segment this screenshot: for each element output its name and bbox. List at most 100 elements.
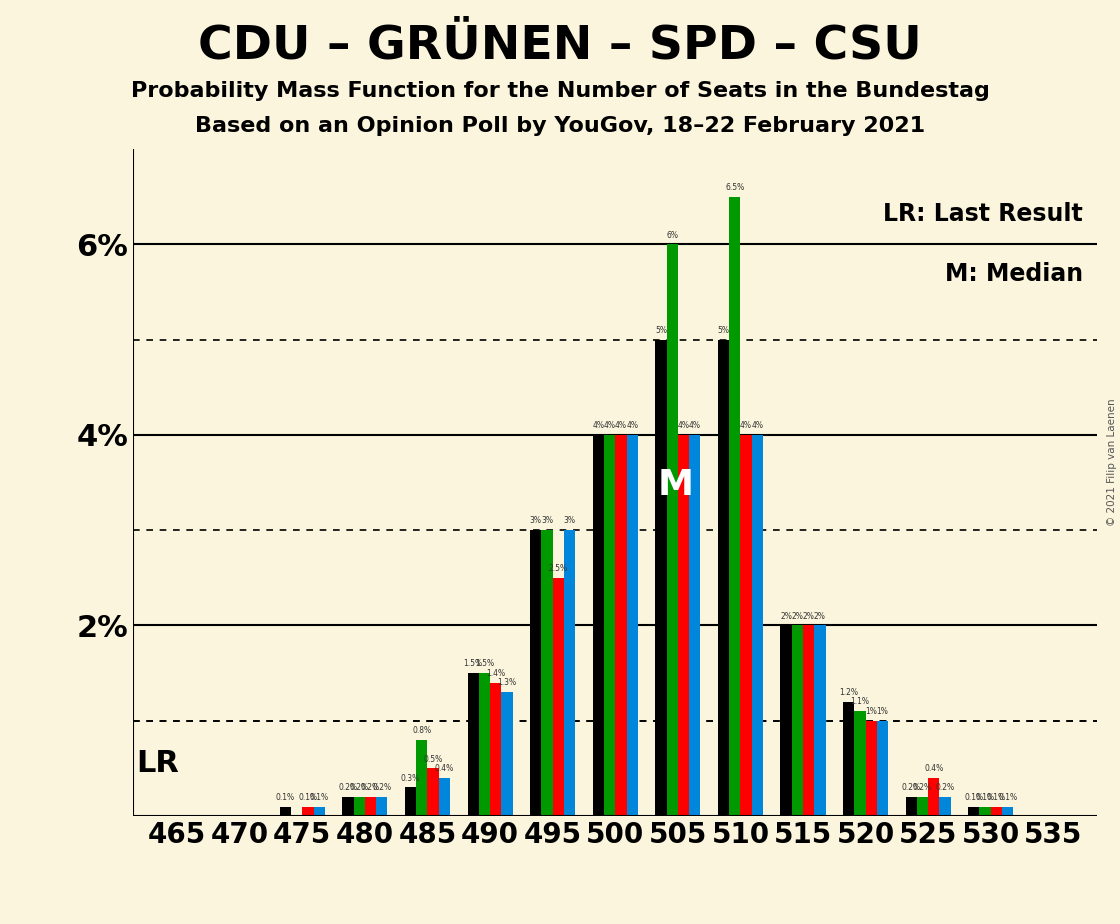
- Text: 0.1%: 0.1%: [309, 793, 329, 802]
- Bar: [906, 797, 917, 816]
- Bar: [417, 740, 428, 816]
- Bar: [405, 787, 417, 816]
- Bar: [781, 626, 792, 816]
- Text: 4%: 4%: [604, 421, 616, 430]
- Text: 0.2%: 0.2%: [361, 784, 380, 792]
- Text: 6.5%: 6.5%: [725, 183, 745, 192]
- Text: 4%: 4%: [592, 421, 605, 430]
- Bar: [666, 244, 678, 816]
- Bar: [729, 197, 740, 816]
- Text: 0.3%: 0.3%: [401, 773, 420, 783]
- Bar: [655, 340, 666, 816]
- Text: 1.1%: 1.1%: [850, 698, 869, 707]
- Text: LR: LR: [136, 749, 179, 778]
- Bar: [689, 435, 700, 816]
- Bar: [491, 683, 502, 816]
- Bar: [439, 778, 450, 816]
- Text: 4%: 4%: [678, 421, 690, 430]
- Bar: [343, 797, 354, 816]
- Text: 0.1%: 0.1%: [276, 793, 295, 802]
- Text: 1.5%: 1.5%: [464, 660, 483, 668]
- Text: 2%: 2%: [803, 612, 814, 621]
- Bar: [917, 797, 928, 816]
- Bar: [530, 530, 541, 816]
- Bar: [803, 626, 814, 816]
- Text: 1.2%: 1.2%: [839, 688, 858, 697]
- Text: 1.5%: 1.5%: [475, 660, 494, 668]
- Bar: [1002, 807, 1014, 816]
- Bar: [354, 797, 365, 816]
- Bar: [552, 578, 564, 816]
- Text: 0.5%: 0.5%: [423, 755, 442, 763]
- Text: 0.2%: 0.2%: [913, 784, 932, 792]
- Text: 4%: 4%: [752, 421, 764, 430]
- Bar: [928, 778, 940, 816]
- Bar: [302, 807, 314, 816]
- Bar: [940, 797, 951, 816]
- Text: 0.2%: 0.2%: [902, 784, 921, 792]
- Bar: [980, 807, 991, 816]
- Bar: [376, 797, 388, 816]
- Bar: [855, 711, 866, 816]
- Text: 0.1%: 0.1%: [976, 793, 995, 802]
- Bar: [564, 530, 576, 816]
- Text: 2.5%: 2.5%: [549, 564, 568, 573]
- Text: 0.1%: 0.1%: [998, 793, 1017, 802]
- Text: 5%: 5%: [718, 326, 729, 334]
- Bar: [718, 340, 729, 816]
- Text: 5%: 5%: [655, 326, 666, 334]
- Text: 1%: 1%: [877, 707, 888, 716]
- Text: 0.4%: 0.4%: [924, 764, 943, 773]
- Bar: [814, 626, 825, 816]
- Text: 0.2%: 0.2%: [349, 784, 368, 792]
- Bar: [740, 435, 752, 816]
- Bar: [626, 435, 637, 816]
- Text: 3%: 3%: [563, 517, 576, 526]
- Text: © 2021 Filip van Laenen: © 2021 Filip van Laenen: [1108, 398, 1117, 526]
- Text: Probability Mass Function for the Number of Seats in the Bundestag: Probability Mass Function for the Number…: [131, 81, 989, 102]
- Text: 1.4%: 1.4%: [486, 669, 505, 678]
- Bar: [502, 692, 513, 816]
- Bar: [479, 673, 491, 816]
- Text: 0.4%: 0.4%: [435, 764, 454, 773]
- Bar: [467, 673, 479, 816]
- Bar: [604, 435, 615, 816]
- Text: 0.2%: 0.2%: [935, 784, 954, 792]
- Text: 1%: 1%: [866, 707, 877, 716]
- Text: 0.1%: 0.1%: [987, 793, 1006, 802]
- Text: 0.2%: 0.2%: [372, 784, 391, 792]
- Text: 4%: 4%: [615, 421, 627, 430]
- Bar: [678, 435, 689, 816]
- Text: 6%: 6%: [666, 230, 679, 239]
- Text: 2%: 2%: [781, 612, 792, 621]
- Text: LR: Last Result: LR: Last Result: [883, 202, 1083, 226]
- Text: 0.1%: 0.1%: [298, 793, 317, 802]
- Bar: [615, 435, 626, 816]
- Bar: [592, 435, 604, 816]
- Text: 0.8%: 0.8%: [412, 726, 431, 736]
- Bar: [866, 721, 877, 816]
- Bar: [280, 807, 291, 816]
- Text: 0.1%: 0.1%: [964, 793, 983, 802]
- Text: 3%: 3%: [530, 517, 542, 526]
- Text: 4%: 4%: [626, 421, 638, 430]
- Text: 2%: 2%: [814, 612, 825, 621]
- Text: 2%: 2%: [792, 612, 803, 621]
- Bar: [877, 721, 888, 816]
- Text: M: Median: M: Median: [944, 262, 1083, 286]
- Text: 4%: 4%: [740, 421, 752, 430]
- Text: 4%: 4%: [689, 421, 701, 430]
- Text: 0.2%: 0.2%: [338, 784, 357, 792]
- Bar: [541, 530, 552, 816]
- Text: 3%: 3%: [541, 517, 553, 526]
- Bar: [991, 807, 1002, 816]
- Bar: [968, 807, 980, 816]
- Text: 1.3%: 1.3%: [497, 678, 516, 687]
- Bar: [365, 797, 376, 816]
- Bar: [792, 626, 803, 816]
- Text: M: M: [657, 468, 693, 502]
- Text: Based on an Opinion Poll by YouGov, 18–22 February 2021: Based on an Opinion Poll by YouGov, 18–2…: [195, 116, 925, 136]
- Text: CDU – GRÜNEN – SPD – CSU: CDU – GRÜNEN – SPD – CSU: [198, 23, 922, 68]
- Bar: [843, 701, 855, 816]
- Bar: [314, 807, 325, 816]
